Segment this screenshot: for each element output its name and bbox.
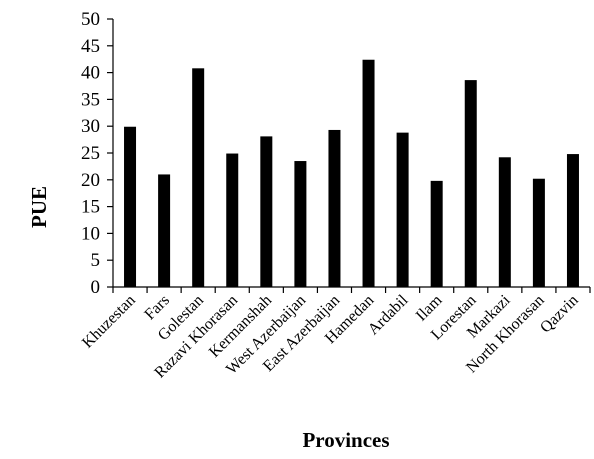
x-category-label: Khuzestan <box>79 292 139 352</box>
bar <box>498 157 511 287</box>
y-tick-label: 10 <box>81 223 100 244</box>
bar <box>362 59 375 288</box>
bar <box>430 180 443 287</box>
y-tick-label: 5 <box>91 250 101 271</box>
bar <box>396 132 409 287</box>
y-tick-label: 45 <box>81 36 100 57</box>
y-axis-ticks: 0 5 10 15 20 25 30 35 40 45 50 <box>81 9 113 298</box>
bar <box>566 154 579 287</box>
bar <box>158 174 171 287</box>
y-tick-label: 30 <box>81 116 100 137</box>
bar <box>532 178 545 287</box>
y-tick-label: 20 <box>81 170 100 191</box>
bar <box>294 161 307 287</box>
y-tick-label: 40 <box>81 63 100 84</box>
bar <box>260 136 273 287</box>
bar <box>464 80 477 287</box>
bar <box>124 126 137 288</box>
bar <box>192 68 205 287</box>
bar <box>328 129 341 287</box>
x-category-label: Qazvin <box>537 292 582 337</box>
x-axis-title: Provinces <box>302 428 389 452</box>
y-tick-label: 35 <box>81 89 100 110</box>
bar <box>226 153 239 287</box>
x-axis-ticks <box>112 287 591 293</box>
y-tick-label: 50 <box>81 9 100 30</box>
y-tick-label: 25 <box>81 143 100 164</box>
bars <box>124 59 579 288</box>
y-axis-title: PUE <box>27 186 51 228</box>
y-tick-label: 15 <box>81 197 100 218</box>
y-tick-label: 0 <box>91 277 101 298</box>
